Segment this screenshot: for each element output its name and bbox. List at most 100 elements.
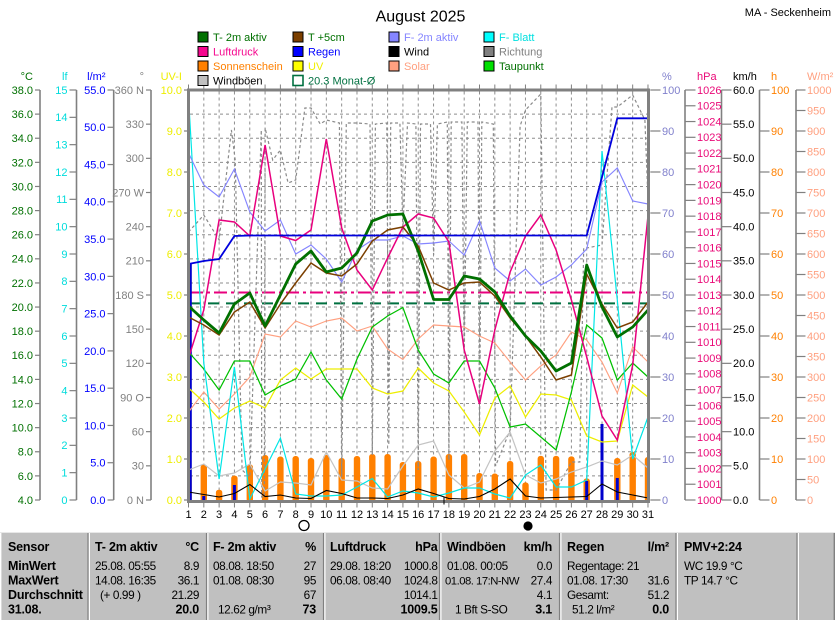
svg-text:Durchschnitt: Durchschnitt (8, 588, 84, 602)
svg-text:1000.8: 1000.8 (404, 559, 439, 573)
svg-text:500: 500 (807, 290, 825, 302)
svg-text:34.0: 34.0 (12, 133, 33, 145)
svg-text:0.0: 0.0 (652, 602, 669, 616)
svg-text:Luftdruck: Luftdruck (330, 540, 386, 554)
svg-text:50: 50 (662, 290, 674, 302)
svg-text:100: 100 (662, 85, 680, 97)
svg-text:31.08.: 31.08. (8, 602, 42, 616)
svg-text:20.0: 20.0 (733, 358, 754, 370)
svg-text:25: 25 (550, 509, 562, 521)
svg-text:6: 6 (262, 509, 268, 521)
svg-text:400: 400 (807, 331, 825, 343)
svg-text:9: 9 (308, 509, 314, 521)
svg-text:1018: 1018 (697, 211, 721, 223)
svg-text:15: 15 (55, 85, 67, 97)
svg-text:750: 750 (807, 187, 825, 199)
svg-text:1008: 1008 (697, 369, 721, 381)
svg-text:3.0: 3.0 (167, 372, 182, 384)
svg-text:360 N: 360 N (115, 85, 144, 97)
svg-text:31.6: 31.6 (648, 573, 670, 587)
svg-text:F- 2m aktiv: F- 2m aktiv (404, 32, 459, 44)
svg-text:50: 50 (807, 474, 819, 486)
svg-text:1000: 1000 (697, 495, 721, 507)
svg-text:35.0: 35.0 (733, 256, 754, 268)
svg-text:180 S: 180 S (115, 290, 144, 302)
svg-text:38.0: 38.0 (12, 85, 33, 97)
svg-text:0.0: 0.0 (733, 495, 748, 507)
svg-text:20.3 Monat-Ø: 20.3 Monat-Ø (308, 76, 376, 88)
svg-text:WC 19.9 °C: WC 19.9 °C (684, 559, 743, 573)
svg-text:T +5cm: T +5cm (308, 32, 345, 44)
svg-text:3: 3 (216, 509, 222, 521)
svg-text:10.0: 10.0 (161, 85, 182, 97)
svg-text:1.0: 1.0 (167, 454, 182, 466)
svg-text:12.62 g/m³: 12.62 g/m³ (218, 602, 271, 616)
svg-text:5.0: 5.0 (167, 290, 182, 302)
svg-text:80: 80 (771, 167, 783, 179)
svg-text:Sensor: Sensor (8, 540, 50, 554)
svg-text:90: 90 (771, 126, 783, 138)
svg-text:1012: 1012 (697, 306, 721, 318)
svg-text:15.0: 15.0 (84, 383, 105, 395)
svg-text:21.29: 21.29 (171, 588, 199, 602)
svg-text:25.08. 05:55: 25.08. 05:55 (95, 559, 157, 573)
svg-text:1002: 1002 (697, 463, 721, 475)
svg-text:5.0: 5.0 (733, 461, 748, 473)
svg-text:1 Bft S-SO: 1 Bft S-SO (455, 602, 508, 616)
svg-text:h: h (771, 71, 777, 83)
svg-text:UV-I: UV-I (161, 71, 182, 83)
svg-text:25.0: 25.0 (84, 309, 105, 321)
svg-text:95: 95 (304, 573, 317, 587)
svg-text:Regen: Regen (308, 47, 340, 59)
svg-text:650: 650 (807, 228, 825, 240)
svg-text:20.0: 20.0 (84, 346, 105, 358)
svg-text:150: 150 (126, 324, 144, 336)
svg-text:20.0: 20.0 (12, 302, 33, 314)
svg-text:14.08. 16:35: 14.08. 16:35 (95, 573, 157, 587)
svg-text:0: 0 (807, 495, 813, 507)
svg-text:20.0: 20.0 (175, 602, 199, 616)
svg-text:Regentage: 21: Regentage: 21 (567, 559, 639, 573)
svg-text:30.0: 30.0 (84, 271, 105, 283)
svg-text:0.0: 0.0 (537, 559, 553, 573)
svg-text:1009: 1009 (697, 353, 721, 365)
svg-text:100: 100 (807, 454, 825, 466)
svg-text:1005: 1005 (697, 416, 721, 428)
svg-text:1007: 1007 (697, 385, 721, 397)
svg-text:80: 80 (662, 167, 674, 179)
svg-text:950: 950 (807, 105, 825, 117)
svg-text:25.0: 25.0 (733, 324, 754, 336)
svg-text:2.0: 2.0 (167, 413, 182, 425)
svg-text:30.0: 30.0 (12, 181, 33, 193)
svg-text:08.08. 18:50: 08.08. 18:50 (213, 559, 275, 573)
svg-text:1: 1 (61, 468, 67, 480)
svg-text:5: 5 (247, 509, 253, 521)
svg-text:18: 18 (443, 509, 455, 521)
svg-text:45.0: 45.0 (84, 159, 105, 171)
svg-text:3: 3 (61, 413, 67, 425)
svg-text:Solar: Solar (404, 61, 430, 73)
svg-text:600: 600 (807, 249, 825, 261)
svg-text:1000: 1000 (807, 85, 831, 97)
svg-text:250: 250 (807, 392, 825, 404)
svg-text:1016: 1016 (697, 243, 721, 255)
svg-text:350: 350 (807, 351, 825, 363)
svg-text:0.0: 0.0 (167, 495, 182, 507)
svg-text:10: 10 (771, 454, 783, 466)
svg-text:1009.5: 1009.5 (400, 602, 437, 616)
svg-text:150: 150 (807, 433, 825, 445)
svg-text:30.0: 30.0 (733, 290, 754, 302)
svg-text:73: 73 (302, 602, 316, 616)
svg-text:hPa: hPa (415, 540, 439, 554)
svg-text:Windböen: Windböen (213, 76, 263, 88)
svg-text:4: 4 (231, 509, 237, 521)
svg-text:PMV+2:24: PMV+2:24 (684, 540, 742, 554)
svg-text:km/h: km/h (733, 71, 757, 83)
svg-text:330: 330 (126, 119, 144, 131)
svg-text:60: 60 (132, 427, 144, 439)
svg-text:22: 22 (504, 509, 516, 521)
svg-text:800: 800 (807, 167, 825, 179)
svg-text:1: 1 (185, 509, 191, 521)
svg-text:50.0: 50.0 (84, 122, 105, 134)
svg-text:30: 30 (771, 372, 783, 384)
